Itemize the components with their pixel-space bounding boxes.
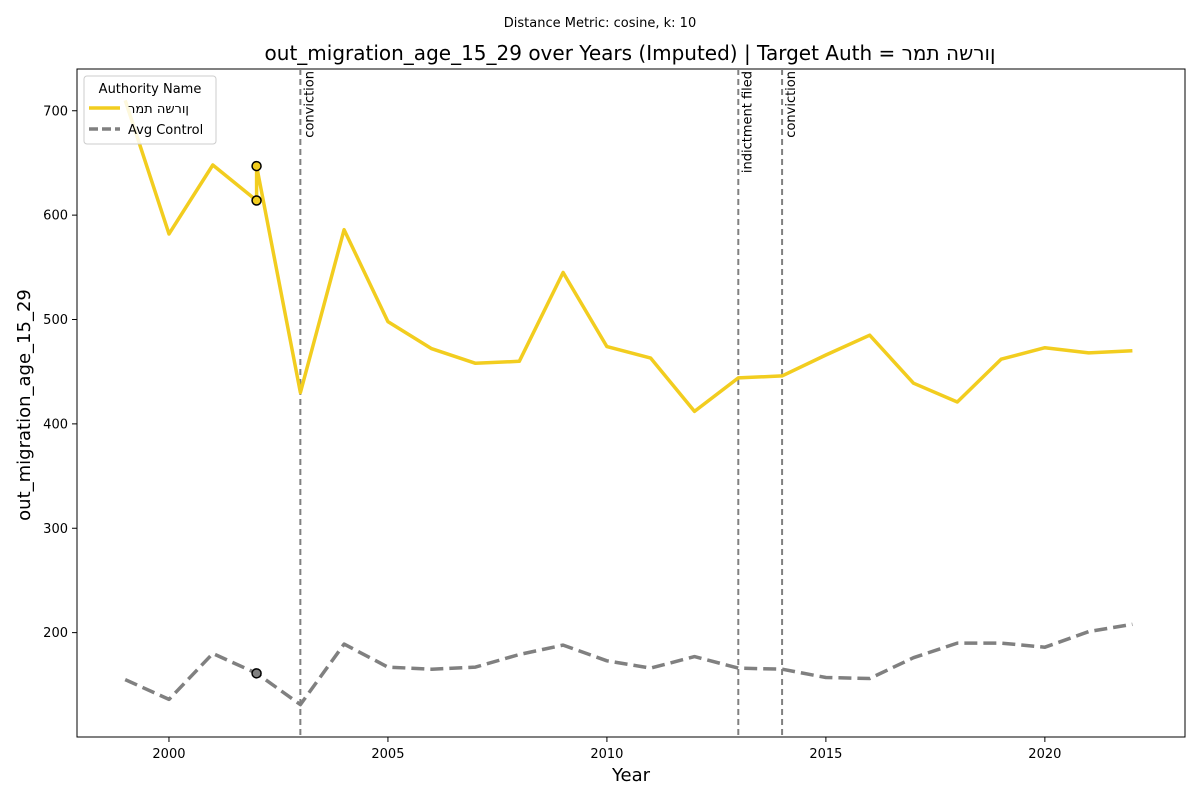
x-tick-label: 2015	[809, 747, 842, 762]
y-tick-label: 200	[43, 626, 68, 641]
x-tick-label: 2005	[371, 747, 404, 762]
y-tick-label: 400	[43, 417, 68, 432]
event-lines: conviction indictment filed conviction	[299, 69, 799, 737]
chart-title: out_migration_age_15_29 over Years (Impu…	[265, 41, 996, 65]
data-markers	[251, 160, 262, 679]
legend: Authority Name ןורשה תמר Avg Control	[83, 75, 217, 145]
x-axis: 2000 2005 2010 2015 2020	[152, 737, 1061, 762]
series-line-target	[123, 99, 1133, 414]
series-lines	[123, 99, 1133, 707]
event-label-0: conviction	[302, 71, 317, 138]
x-axis-label: Year	[611, 765, 651, 786]
plot-area: conviction indictment filed conviction	[76, 68, 1186, 738]
y-tick-label: 700	[43, 104, 68, 119]
x-tick-label: 2000	[152, 747, 185, 762]
y-tick-label: 600	[43, 209, 68, 224]
chart-suptitle: Distance Metric: cosine, k: 10	[504, 16, 696, 31]
y-tick-label: 500	[43, 313, 68, 328]
series-line-avg-control	[124, 622, 1133, 707]
data-marker-2	[251, 668, 262, 679]
legend-title: Authority Name	[99, 82, 202, 97]
event-label-2: conviction	[784, 71, 799, 138]
legend-box	[83, 75, 217, 145]
legend-label-1: Avg Control	[128, 123, 203, 138]
y-tick-label: 300	[43, 522, 68, 537]
event-label-1: indictment filed	[740, 71, 755, 173]
legend-label-0: ןורשה תמר	[128, 102, 189, 117]
x-tick-label: 2020	[1028, 747, 1061, 762]
y-axis: 200 300 400 500 600 700	[43, 104, 77, 641]
y-axis-label: out_migration_age_15_29	[14, 289, 35, 521]
x-tick-label: 2010	[590, 747, 623, 762]
axes-frame	[76, 68, 1186, 738]
data-marker-1	[251, 195, 262, 206]
data-marker-0	[251, 160, 262, 172]
